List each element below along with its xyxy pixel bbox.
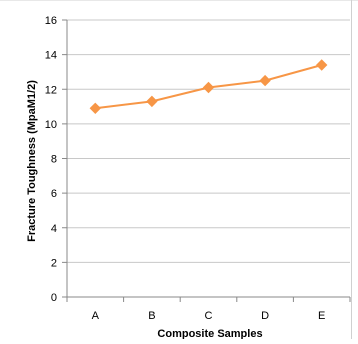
y-tick-label: 16 [45, 15, 57, 27]
x-tick-label: C [205, 310, 213, 322]
x-tick-label: B [148, 310, 155, 322]
axes [62, 19, 351, 302]
x-tick-label: E [318, 310, 325, 322]
y-tick-labels: 0 2 4 6 8 10 12 14 16 [45, 15, 57, 304]
y-tick-label: 10 [45, 119, 57, 131]
x-tick-label: A [92, 310, 100, 322]
series [89, 59, 328, 115]
y-tick-label: 12 [45, 84, 57, 96]
x-tick-labels: A B C D E [92, 310, 326, 322]
y-tick-label: 4 [51, 223, 57, 235]
data-point-marker [259, 74, 271, 87]
y-tick-label: 2 [51, 257, 57, 269]
data-point-marker [202, 81, 215, 94]
frame-top-border [0, 0, 358, 1]
data-point-marker [146, 95, 158, 108]
y-tick-label: 0 [51, 292, 57, 304]
data-point-marker [89, 102, 102, 115]
frame-right-border [351, 0, 352, 339]
grid-lines [67, 19, 350, 263]
y-axis-title: Fracture Toughness (MpaM1/2) [26, 80, 38, 242]
y-tick-label: 8 [51, 154, 57, 166]
x-axis-title: Composite Samples [157, 328, 262, 339]
y-tick-label: 14 [45, 50, 57, 62]
data-point-marker [315, 59, 328, 71]
x-tick-label: D [261, 310, 269, 322]
y-tick-label: 6 [51, 188, 57, 200]
